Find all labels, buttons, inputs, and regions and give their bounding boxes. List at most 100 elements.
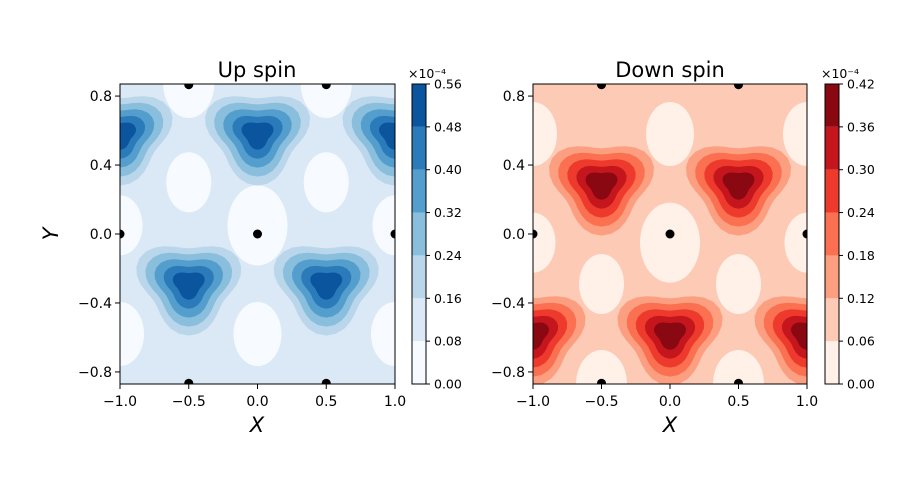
contour-minimum [713,350,764,384]
contour-band-level-6 [120,122,136,150]
atom-marker [597,378,606,384]
y-tick-label: −0.8 [491,365,525,381]
contour-band-level-6 [585,172,618,200]
colorbar-frame [411,83,427,385]
y-tick-label: 0.4 [90,158,112,174]
x-axis: −1.0 −0.5 0.0 0.5 1.0 [516,384,818,410]
x-tick-label: −0.5 [585,394,619,410]
x-tick-label: −1.0 [103,394,137,410]
colorbar-tick-label: 0.30 [847,162,875,177]
contour-minimum [533,212,556,273]
x-tick-label: 1.0 [796,394,818,410]
atom-marker [597,84,606,90]
x-tick-label: 0.0 [659,394,681,410]
panel-down-spin: Down spin −1.0 −0.5 0.0 0.5 1.0 0.8 0.4 0.0 −0.… [491,58,875,437]
contour-minimum [576,350,627,384]
colorbar-tick-label: 0.56 [434,77,462,92]
colorbar-tick-label: 0.42 [847,77,875,92]
contour-minimum [166,152,212,213]
x-tick-label: 1.0 [384,394,406,410]
contour-band-level-6 [654,322,686,350]
colorbar-tick-label: 0.06 [847,334,875,349]
contour-minimum [233,302,282,366]
colorbar-segment [825,298,839,342]
contour-band-level-6 [379,122,395,150]
y-tick-label: −0.4 [491,296,525,312]
colorbar-tick-label: 0.00 [434,377,462,392]
colorbar-segment [412,298,426,342]
y-tick-label: 0.8 [503,89,525,105]
panel-up-spin: Up spin −1.0 −0.5 0.0 0.5 1.0 0.8 0.4 0.0 −0.4 −… [39,58,462,437]
atom-marker [802,229,807,239]
x-tick-label: 0.0 [246,394,268,410]
atom-marker [390,229,395,239]
colorbar-tick-label: 0.00 [847,377,875,392]
colorbar: 0.00 0.08 0.16 0.24 0.32 0.40 0.48 0.56 [411,77,462,392]
y-tick-label: 0.8 [90,89,112,105]
colorbar: 0.00 0.06 0.12 0.18 0.24 0.30 0.36 0.42 [824,77,875,392]
colorbar-exponent: ×10⁻⁴ [408,66,446,81]
contour-minimum [300,84,352,118]
colorbar-tick-label: 0.18 [847,248,875,263]
colorbar-segment [412,169,426,213]
contour-band-level-6 [241,122,274,150]
y-axis: 0.8 0.4 0.0 −0.4 −0.8 [491,89,533,381]
contour-band-level-6 [722,172,755,200]
plot-title: Up spin [218,58,297,82]
x-tick-label: 0.5 [727,394,749,410]
colorbar-tick-label: 0.24 [847,205,875,220]
x-axis: −1.0 −0.5 0.0 0.5 1.0 [103,384,406,410]
contour-field [533,84,807,384]
contour-band-level-6 [310,272,343,300]
atom-marker [253,229,262,239]
colorbar-segment [825,84,839,127]
colorbar-tick-label: 0.16 [434,291,462,306]
x-tick-label: −0.5 [172,394,206,410]
atom-marker [120,229,125,239]
x-tick-label: 0.5 [315,394,337,410]
contour-band-level-6 [172,272,205,300]
y-tick-label: −0.8 [78,365,112,381]
contour-minimum [120,195,143,256]
contour-minimum [784,212,807,273]
atom-marker [665,229,675,239]
atom-markers [120,84,395,384]
y-tick-label: −0.4 [78,296,112,312]
atom-marker [734,378,743,384]
contour-minimum [640,202,700,283]
x-axis-label: X [249,413,265,437]
colorbar-tick-label: 0.24 [434,248,462,263]
colorbar-segment [825,126,839,170]
y-tick-label: 0.0 [90,227,112,243]
contour-minimum [579,254,624,314]
colorbar-segment [412,212,426,256]
contour-minimum [227,185,288,266]
atom-marker [184,84,194,90]
colorbar-segment [412,126,426,170]
y-tick-label: 0.0 [503,227,525,243]
contour-band-level-6 [791,322,807,350]
colorbar-segment [412,255,426,299]
contour-band-level-6 [533,322,549,350]
plot-title: Down spin [615,58,725,82]
contour-minimum [372,195,395,256]
colorbar-tick-label: 0.32 [434,205,462,220]
y-axis-label: Y [39,225,63,240]
y-tick-label: 0.4 [503,158,525,174]
atom-markers [533,84,807,384]
colorbar-tick-label: 0.08 [434,334,462,349]
contour-minimum [163,84,215,118]
colorbar-segment [412,341,426,384]
colorbar-segment [412,84,426,127]
contour-minimum [120,302,144,366]
x-tick-label: −1.0 [516,394,550,410]
colorbar-tick-label: 0.36 [847,119,875,134]
colorbar-frame [824,83,840,385]
colorbar-exponent: ×10⁻⁴ [821,66,859,81]
colorbar-segment [825,341,839,384]
contour-field [120,84,395,384]
colorbar-segment [825,212,839,256]
atom-marker [321,84,331,90]
contour-minimum [716,254,761,314]
